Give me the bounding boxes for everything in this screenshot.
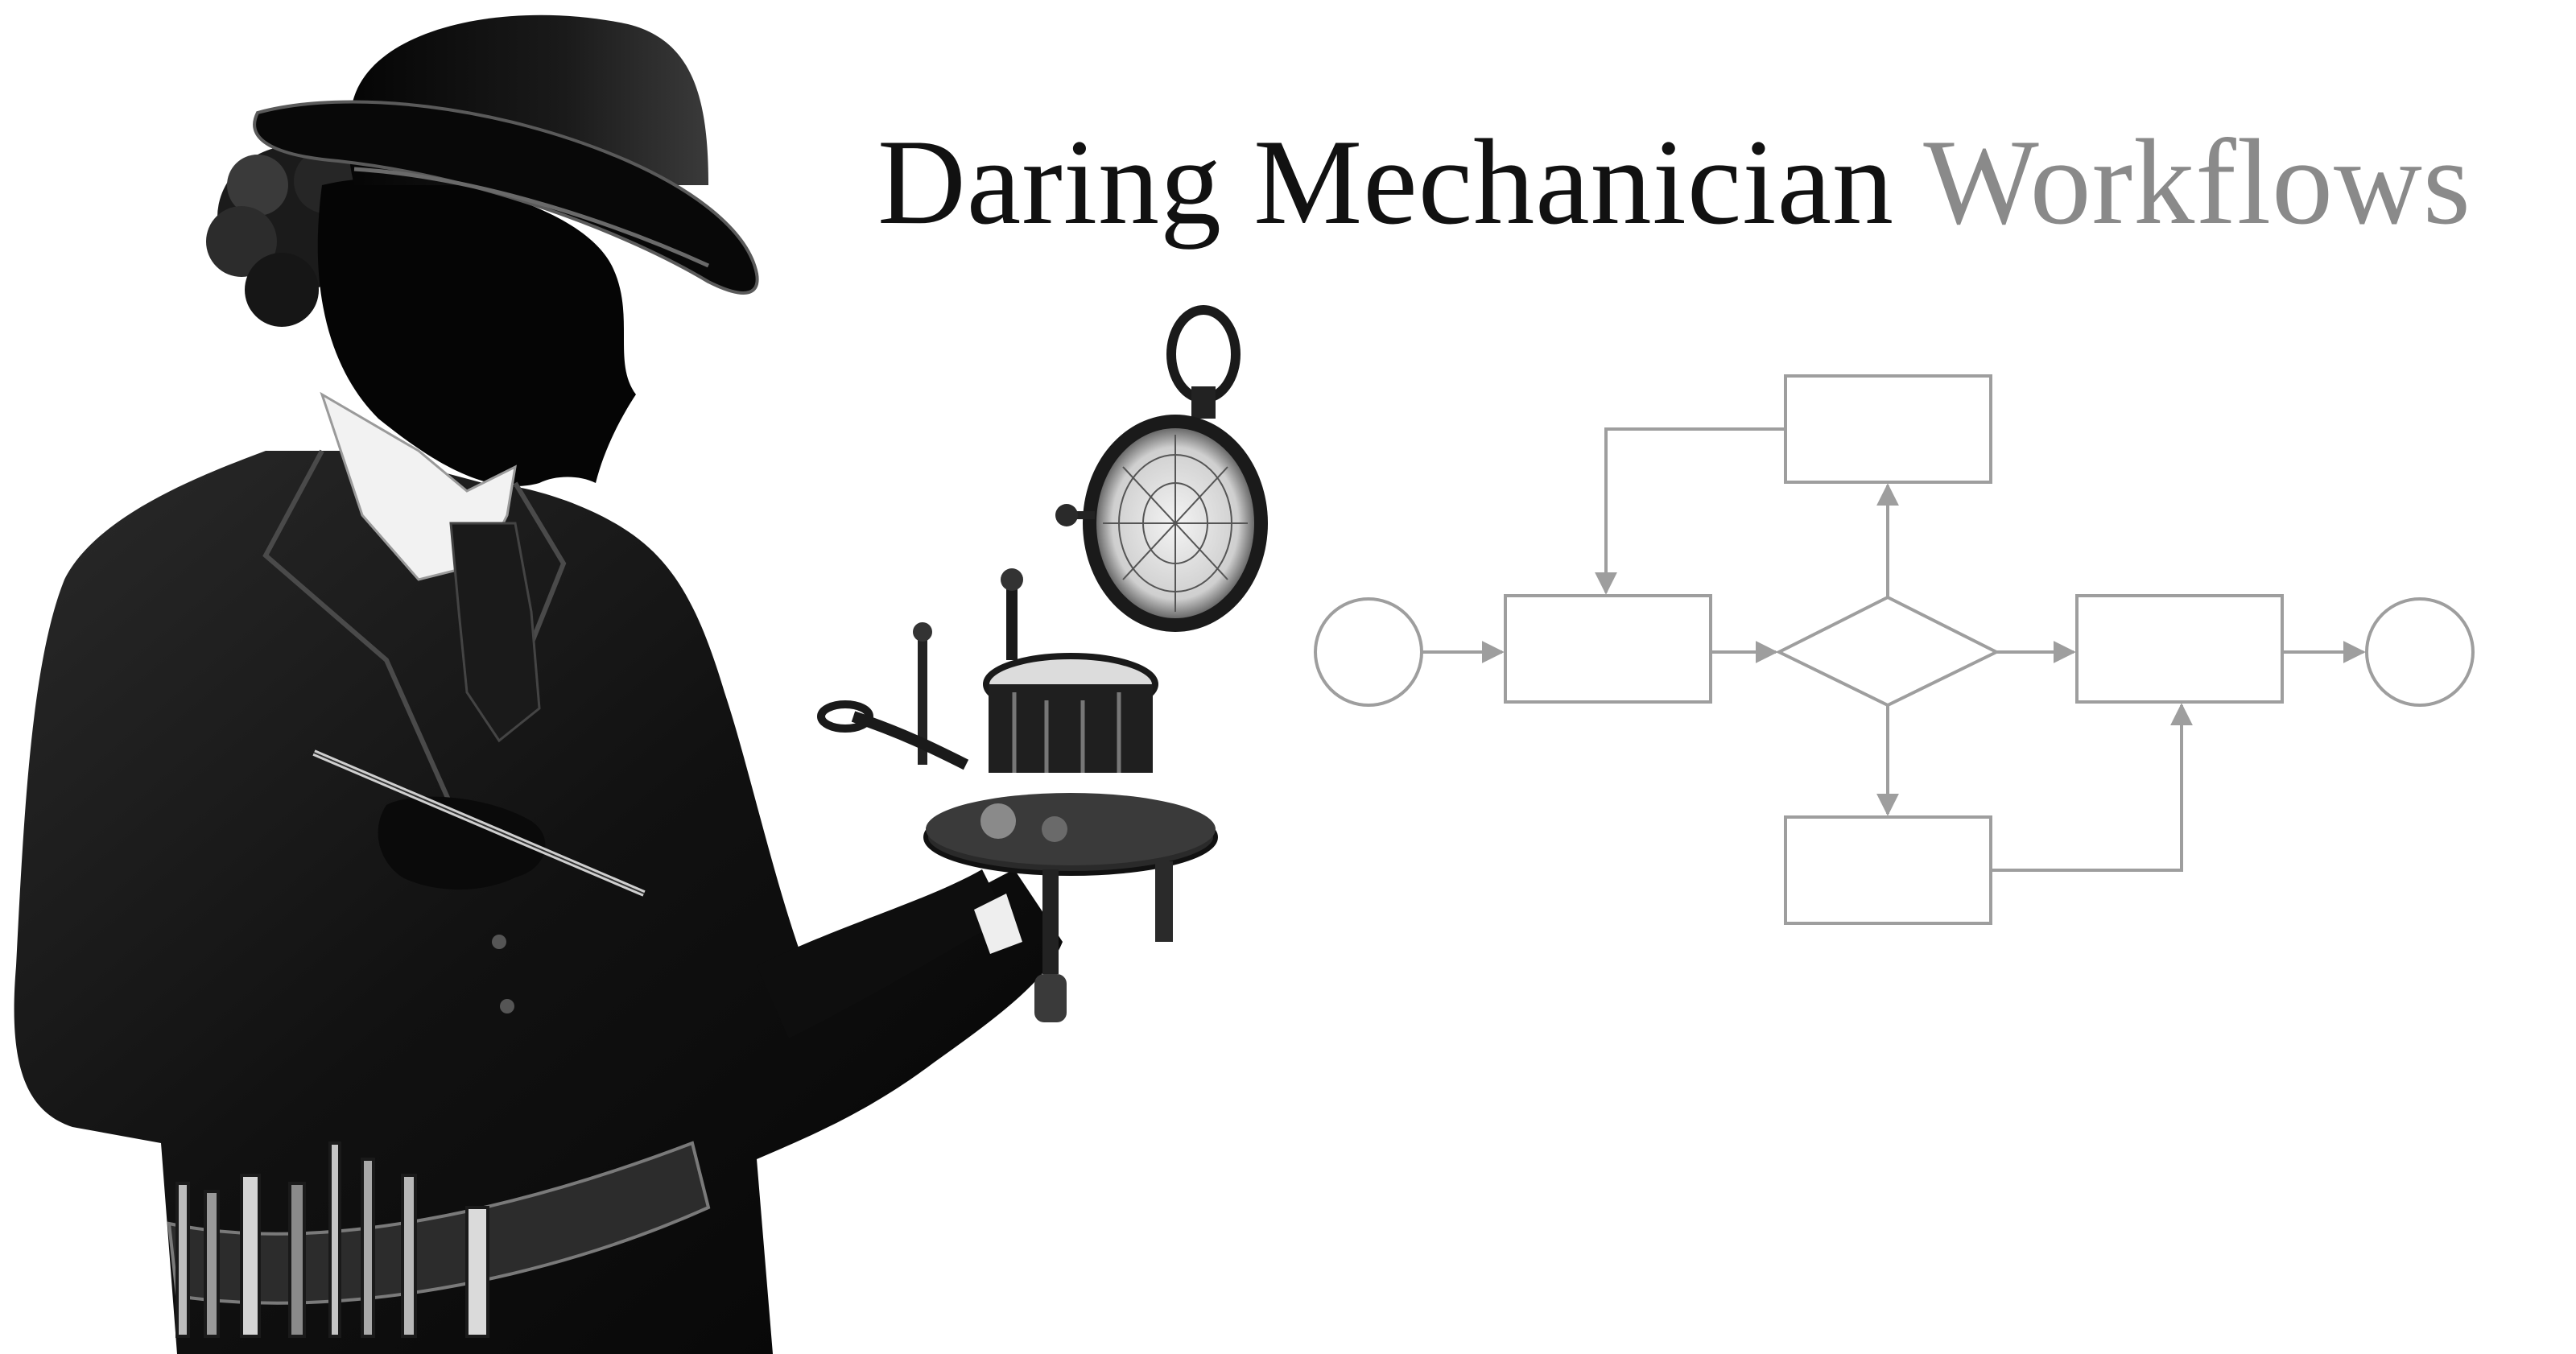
left-arm (757, 869, 1006, 1038)
head-silhouette (317, 178, 636, 486)
flow-edge-bottom-process (1991, 703, 2193, 872)
flow-node-start (1314, 597, 1423, 707)
belt-tools (175, 1141, 489, 1338)
flow-node-branch-top (1784, 374, 1992, 484)
shirt-cuff (974, 894, 1022, 954)
coat (14, 451, 1063, 1354)
flow-node-decision (1775, 595, 2000, 708)
title-main: Daring Mechanician (877, 114, 1895, 250)
hand-with-stylus (312, 749, 646, 897)
flow-edge-top-loop (1595, 427, 1785, 595)
title-accent: Workflows (1923, 114, 2471, 250)
bowler-hat (253, 14, 759, 295)
flow-node-process-1 (1504, 594, 1712, 704)
page-title: Daring Mechanician Workflows (877, 121, 2471, 243)
flow-node-process-2 (2075, 594, 2284, 704)
flow-node-end (2365, 597, 2475, 707)
compass-instrument (817, 305, 1268, 1022)
necktie (449, 522, 541, 743)
mechanician-illustration (14, 14, 1268, 1354)
lapel (262, 449, 453, 807)
hair (206, 145, 378, 327)
flow-node-branch-bottom (1784, 815, 1992, 925)
